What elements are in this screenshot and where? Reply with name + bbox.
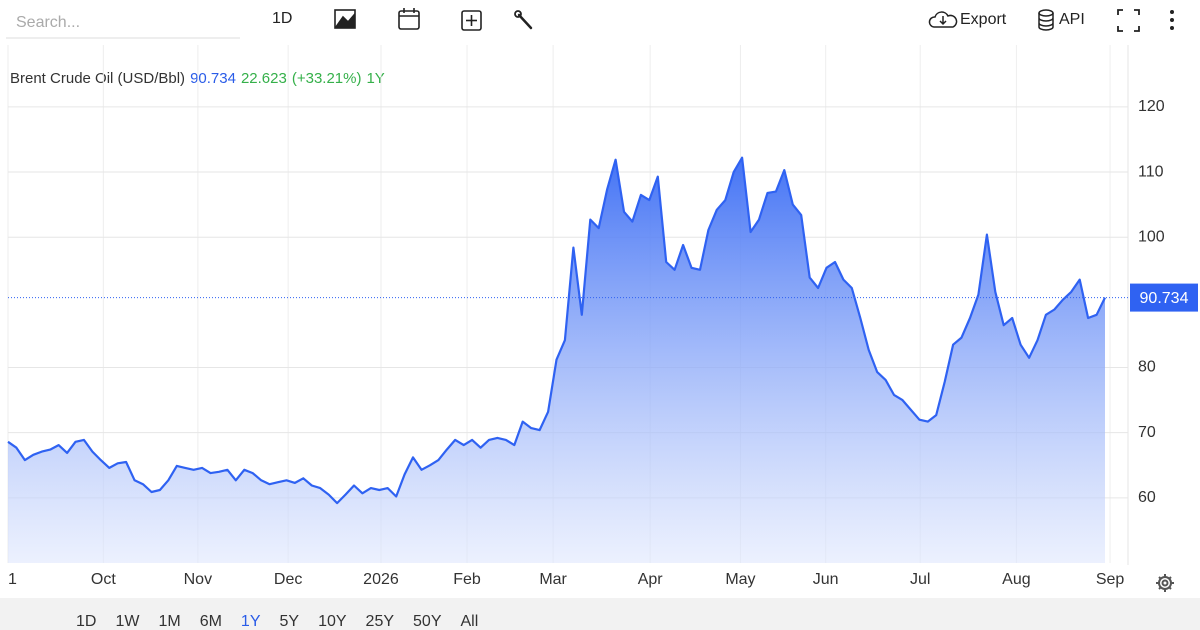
range-bar: [0, 598, 1200, 630]
x-tick-label: Oct: [91, 571, 116, 588]
period: 1Y: [366, 70, 384, 87]
x-tick-label: Apr: [638, 571, 664, 588]
range-button[interactable]: 6M: [200, 613, 222, 630]
api-icon[interactable]: [1038, 9, 1054, 31]
export-icon[interactable]: [928, 11, 958, 28]
toolbar: Search... 1D Export API: [6, 8, 1174, 39]
y-tick-label: 110: [1138, 163, 1164, 180]
x-tick-label: 1: [8, 571, 17, 588]
x-tick-label: Dec: [274, 571, 302, 588]
menu-icon[interactable]: [1170, 10, 1174, 30]
y-tick-label: 80: [1138, 359, 1156, 376]
range-button[interactable]: 25Y: [366, 613, 395, 630]
range-button[interactable]: 10Y: [318, 613, 347, 630]
range-button[interactable]: All: [460, 613, 478, 630]
y-tick-label: 100: [1138, 228, 1165, 245]
y-tick-label: 120: [1138, 98, 1165, 115]
range-button[interactable]: 1Y: [241, 613, 261, 630]
x-tick-label: Sep: [1096, 571, 1125, 588]
range-button[interactable]: 50Y: [413, 613, 442, 630]
range-button[interactable]: 1D: [76, 613, 96, 630]
api-button[interactable]: API: [1059, 11, 1085, 28]
chart-title: Brent Crude Oil (USD/Bbl): [10, 70, 185, 87]
x-tick-label: Jun: [813, 571, 839, 588]
last-price-label: 90.734: [1140, 290, 1189, 307]
x-tick-label: 2026: [363, 571, 399, 588]
change-percent: (+33.21%): [292, 70, 362, 87]
fullscreen-icon[interactable]: [1117, 9, 1140, 32]
compare-icon[interactable]: [461, 10, 482, 31]
tools-icon[interactable]: [514, 10, 533, 30]
calendar-icon[interactable]: [398, 8, 420, 30]
search-box[interactable]: Search...: [16, 14, 80, 31]
last-price-badge: [1130, 283, 1198, 312]
change: 22.623: [241, 70, 287, 87]
range-button[interactable]: 1M: [158, 613, 180, 630]
export-button[interactable]: Export: [960, 11, 1007, 28]
interval-button[interactable]: 1D: [272, 10, 292, 27]
chart-header: Brent Crude Oil (USD/Bbl) 90.734 22.623 (+3…: [10, 70, 385, 87]
y-tick-label: 70: [1138, 424, 1156, 441]
settings-icon[interactable]: [1156, 574, 1174, 592]
price-line: [7, 156, 1106, 505]
x-tick-label: Aug: [1002, 571, 1030, 588]
chart-type-icon[interactable]: [334, 9, 356, 29]
range-button[interactable]: 1W: [115, 613, 140, 630]
x-tick-label: Feb: [453, 571, 481, 588]
x-tick-label: Nov: [184, 571, 212, 588]
last-price: 90.734: [190, 70, 236, 87]
x-tick-label: May: [725, 571, 755, 588]
x-tick-label: Mar: [539, 571, 567, 588]
range-button[interactable]: 5Y: [280, 613, 300, 630]
y-tick-label: 60: [1138, 489, 1156, 506]
x-tick-label: Jul: [910, 571, 930, 588]
